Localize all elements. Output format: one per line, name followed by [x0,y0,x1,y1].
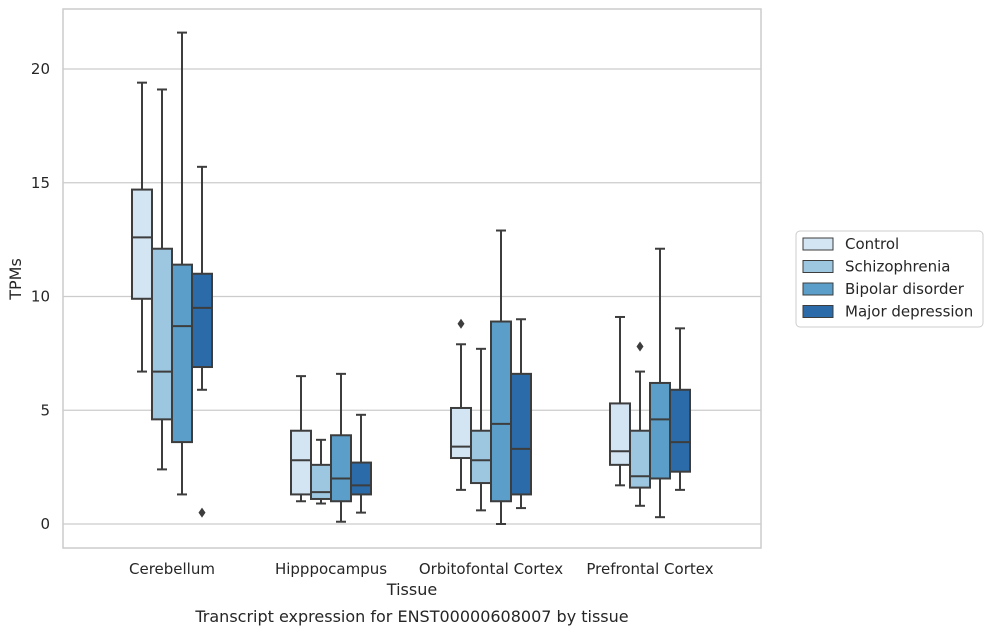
outlier-point [198,507,206,518]
legend-swatch-1 [802,260,834,273]
legend-label-2: Bipolar disorder [845,280,965,298]
box-0-2 [450,318,472,491]
legend: Control Schizophrenia Bipolar disorder Majo… [795,230,984,328]
box-3-1 [350,413,372,514]
legend-label-1: Schizophrenia [845,258,950,276]
box-1-0 [151,88,173,471]
box-body [290,429,312,496]
y-axis-label: TPMs [6,258,25,301]
legend-swatch-2 [802,282,834,296]
box-body [131,188,153,300]
x-tick-label-1: Hipppocampus [275,560,387,578]
box-body [171,263,193,444]
x-tick-label-3: Prefrontal Cortex [586,560,713,578]
box-body [669,388,691,473]
box-body [330,434,352,503]
boxes [131,31,691,525]
x-axis-label: Tissue [386,580,437,599]
box-body [490,320,512,503]
box-body [151,247,173,421]
y-tick-label-20: 20 [31,60,50,78]
legend-frame [795,230,984,328]
box-body [191,272,213,369]
legend-label-3: Major depression [845,303,973,321]
x-tick-label-0: Cerebellum [129,560,215,578]
box-body [450,406,472,460]
box-body [629,429,651,489]
box-body [609,402,631,466]
legend-swatch-3 [802,305,834,318]
box-body [350,461,372,496]
y-tick-label-0: 0 [40,515,50,533]
y-tick-label-5: 5 [40,401,50,419]
box-body [470,429,492,485]
box-body [310,463,332,500]
legend-label-0: Control [845,235,899,253]
box-1-2 [470,347,492,512]
y-tick-label-10: 10 [31,288,50,306]
box-0-1 [290,375,312,503]
box-3-2 [510,318,532,510]
x-tick-label-2: Orbitofontal Cortex [419,560,563,578]
outlier-point [636,341,644,352]
chart-caption: Transcript expression for ENST0000060800… [194,607,628,626]
y-tick-label-15: 15 [31,174,50,192]
box-3-0 [191,165,213,518]
box-body [510,372,532,496]
box-0-0 [131,81,153,373]
box-2-3 [649,247,671,519]
box-2-0 [171,31,193,496]
x-tick-labels: Cerebellum Hipppocampus Orbitofontal Corte… [129,560,714,578]
legend-swatch-0 [802,237,834,251]
box-3-3 [669,327,691,491]
box-2-2 [490,229,512,525]
y-tick-labels: 0 5 10 15 20 [31,60,50,533]
box-body [649,381,671,480]
outlier-point [457,318,465,329]
